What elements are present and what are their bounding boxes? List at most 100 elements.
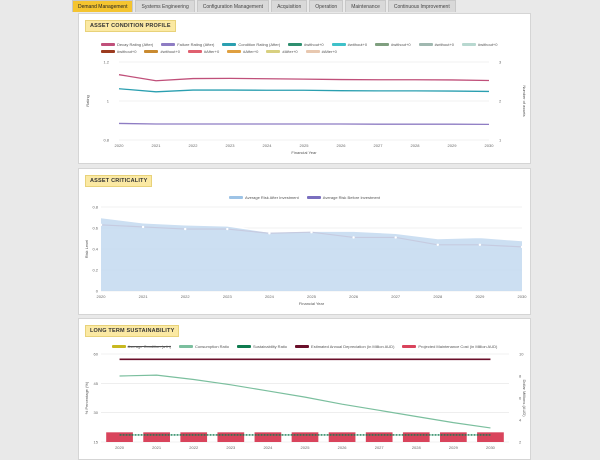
x-tick-label: 2022 [189, 445, 199, 450]
tab-continuous-improvement[interactable]: Continuous Improvement [387, 0, 456, 12]
x-tick-label: 2030 [485, 143, 495, 148]
legend-item[interactable]: #without+0 [288, 42, 324, 47]
y2-tick-label: 6 [519, 396, 522, 401]
legend-item[interactable]: #After+0 [187, 49, 220, 54]
tab-maintenance[interactable]: Maintenance [345, 0, 386, 12]
y-axis-label: Risk Level [84, 240, 89, 259]
legend-item[interactable]: #without+0 [144, 49, 180, 54]
legend-item[interactable]: Failure Rating (After) [161, 42, 214, 47]
legend-label: Failure Rating (After) [177, 42, 215, 47]
x-tick-label: 2026 [338, 445, 348, 450]
x-tick-label: 2024 [265, 294, 275, 299]
x-tick-label: 2023 [223, 294, 233, 299]
chart-legend: Average Condition (a fn) Consumption Rati… [79, 344, 530, 349]
y2-tick-label: 2 [499, 99, 502, 104]
legend-item[interactable]: #After+0 [305, 49, 337, 54]
panel-title: ASSET CONDITION PROFILE [85, 20, 176, 32]
legend-swatch [227, 49, 242, 54]
legend-item[interactable]: Condition Rating (After) [222, 42, 280, 47]
tab-acquisition[interactable]: Acquisition [271, 0, 308, 12]
x-tick-label: 2020 [115, 445, 125, 450]
tab-demand-management[interactable]: Demand Management [72, 0, 134, 12]
y2-tick-label: 3 [499, 60, 502, 65]
x-tick-label: 2030 [486, 445, 496, 450]
legend-item[interactable]: #without+0 [331, 42, 368, 47]
panel-title: LONG TERM SUSTAINABILITY [85, 325, 180, 337]
tab-configuration-management[interactable]: Configuration Management [196, 0, 270, 12]
legend-item[interactable]: Estimated Annual Depreciation (in Millio… [295, 344, 394, 349]
legend-label: Consumption Ratio [194, 344, 229, 349]
x-tick-label: 2026 [349, 294, 359, 299]
legend-item[interactable]: Average Condition (a fn) [111, 344, 171, 349]
legend-label: Sustainability Ratio [253, 344, 288, 349]
legend-swatch [331, 42, 346, 47]
legend-label: #After+0 [321, 49, 337, 54]
data-point [141, 225, 145, 229]
legend-label: #without+0 [347, 42, 368, 47]
legend-item[interactable]: #without+0 [462, 42, 498, 47]
legend-item[interactable]: Projected Maintenance Cost (in Million A… [402, 344, 497, 349]
legend-swatch [306, 195, 321, 200]
tab-systems-engineering[interactable]: Systems Engineering [135, 0, 195, 12]
x-tick-label: 2029 [449, 445, 459, 450]
legend-label: Average Risk After Investment [244, 195, 299, 200]
legend-item[interactable]: #without+0 [375, 42, 411, 47]
x-tick-label: 2020 [97, 294, 107, 299]
legend-swatch [228, 195, 243, 200]
legend-swatch [305, 49, 320, 54]
bar [254, 432, 282, 442]
data-point [436, 243, 439, 246]
legend-label: Estimated Annual Depreciation (in Millio… [311, 344, 395, 349]
legend-label: #After+0 [282, 49, 298, 54]
y-tick-label: 1.2 [103, 60, 109, 65]
bar [328, 432, 356, 442]
legend-item[interactable]: Consumption Ratio [178, 344, 229, 349]
y-tick-label: 0.4 [92, 247, 98, 252]
x-tick-label: 2027 [375, 445, 385, 450]
tab-operation[interactable]: Operation [309, 0, 344, 12]
x-tick-label: 2020 [115, 143, 125, 148]
y2-axis-label: Dollar Millions (AUD) [522, 379, 527, 417]
asset-criticality-panel: ASSET CRITICALITY Average Risk After Inv… [78, 168, 531, 315]
x-tick-label: 2027 [391, 294, 401, 299]
x-tick-label: 2023 [226, 445, 236, 450]
x-tick-label: 2024 [263, 445, 273, 450]
y2-tick-label: 10 [519, 352, 524, 357]
bar [440, 432, 467, 442]
legend-item[interactable]: #without+0 [418, 42, 455, 47]
data-point [394, 236, 397, 239]
legend-swatch [161, 42, 176, 47]
legend-label: #without+0 [478, 42, 498, 47]
tab-bar: Demand Management Systems Engineering Co… [72, 0, 456, 12]
legend-swatch [111, 344, 126, 349]
data-point [520, 245, 524, 249]
x-tick-label: 2028 [412, 445, 422, 450]
legend-label: Projected Maintenance Cost (in Million A… [418, 344, 498, 349]
legend-item[interactable]: #After+0 [227, 49, 258, 54]
legend-swatch [462, 42, 477, 47]
data-point [310, 231, 313, 234]
legend-item[interactable]: Sustainability Ratio [237, 344, 287, 349]
legend-swatch [101, 42, 115, 47]
y-tick-label: 1 [107, 99, 110, 104]
legend-item[interactable]: #After+0 [266, 49, 298, 54]
legend-label: #without+0 [434, 42, 455, 47]
x-tick-label: 2021 [152, 445, 162, 450]
x-tick-label: 2025 [301, 445, 311, 450]
x-tick-label: 2026 [337, 143, 347, 148]
sustainability-chart: 60 45 30 15 10 8 6 4 2 % Percentage (%) Dollar Mil… [84, 352, 527, 451]
legend-item[interactable]: Decay Rating (After) [101, 42, 153, 47]
legend-item[interactable]: Average Risk After Investment [228, 195, 299, 200]
panel-title: ASSET CRITICALITY [85, 175, 153, 187]
x-tick-label: 2029 [448, 143, 458, 148]
legend-label: #After+0 [203, 49, 220, 54]
x-axis-label: Financial Year [291, 150, 317, 155]
legend-item[interactable]: #without+0 [101, 49, 136, 54]
legend-label: #without+0 [117, 49, 137, 54]
y2-axis-label: Number of assets [522, 85, 527, 116]
bar [477, 432, 504, 442]
legend-item[interactable]: Average Risk Before Investment [306, 195, 380, 200]
bar [143, 432, 170, 442]
x-tick-label: 2027 [374, 143, 384, 148]
